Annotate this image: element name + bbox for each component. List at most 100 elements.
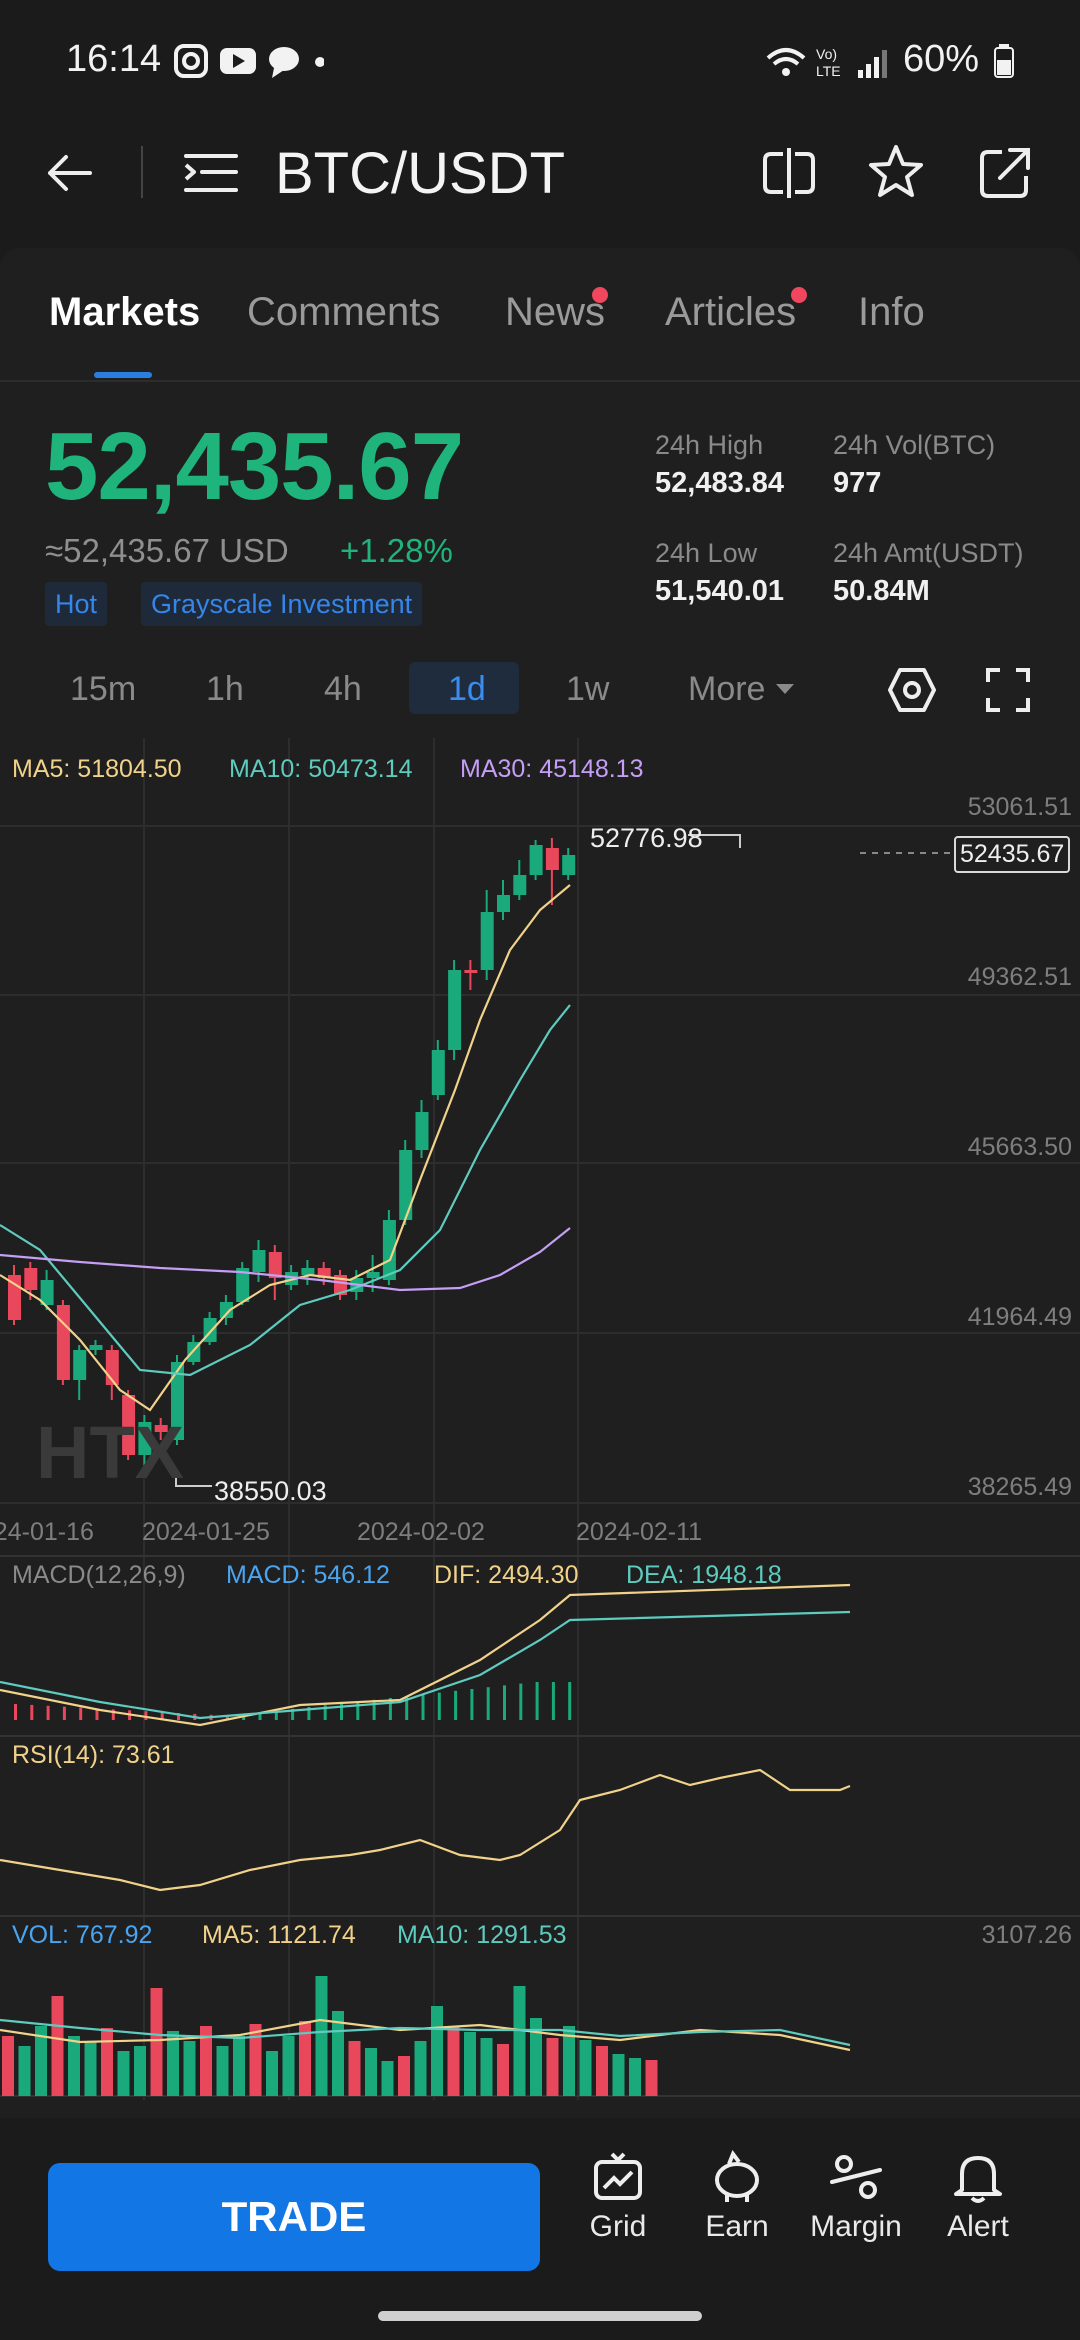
volume-bar <box>134 2046 146 2096</box>
volume-bar <box>365 2048 377 2096</box>
vol-value: VOL: 767.92 <box>12 1921 153 1949</box>
macd-title: MACD(12,26,9) <box>12 1561 186 1589</box>
y-tick-2: 49362.51 <box>967 963 1072 991</box>
interval-more[interactable]: More <box>688 670 766 708</box>
volume-bar <box>629 2058 641 2096</box>
notification-icons <box>174 44 324 78</box>
interval-4h[interactable]: 4h <box>324 670 362 708</box>
rsi-line <box>0 1768 851 1892</box>
candle-body <box>40 1280 54 1305</box>
candle-body <box>399 1150 413 1220</box>
volume-bar <box>51 1996 64 2096</box>
macd-panel <box>0 1583 851 1727</box>
macd-bar <box>470 1689 474 1720</box>
stat-vol-value: 977 <box>833 467 882 499</box>
candle-body <box>171 1362 184 1440</box>
volume-bar <box>299 2021 311 2096</box>
ma10-line <box>0 1004 571 1377</box>
macd-bar <box>46 1705 50 1720</box>
stat-vol-label: 24h Vol(BTC) <box>833 430 996 460</box>
candles <box>8 838 576 1465</box>
rsi-value: RSI(14): 73.61 <box>12 1741 175 1769</box>
volume-bar <box>546 2038 559 2096</box>
candle-body <box>497 895 510 912</box>
macd-bar <box>454 1690 458 1720</box>
interval-15m[interactable]: 15m <box>70 670 137 708</box>
vol-ma10-value: MA10: 1291.53 <box>397 1921 567 1949</box>
articles-unread-dot <box>791 287 807 303</box>
volume-bar <box>101 2028 113 2096</box>
battery-percent: 60% <box>903 38 980 80</box>
ma10-label: MA10: 50473.14 <box>229 755 413 783</box>
macd-bar <box>356 1701 360 1720</box>
tag-hot[interactable]: Hot <box>45 582 108 626</box>
interval-1d[interactable]: 1d <box>448 670 486 708</box>
candle-body <box>415 1112 429 1150</box>
interval-1w[interactable]: 1w <box>566 670 610 708</box>
candle-body <box>89 1345 103 1350</box>
volume-bar <box>414 2041 427 2096</box>
candle-body <box>480 912 494 970</box>
ma30-line <box>0 1227 571 1292</box>
share-icon[interactable] <box>978 146 1032 200</box>
macd-bar <box>340 1703 343 1720</box>
vol-ma10-line <box>0 2018 851 2047</box>
network-icons: Vo) LTE <box>766 46 887 79</box>
macd-bar <box>258 1712 262 1720</box>
fullscreen-icon[interactable] <box>986 668 1030 712</box>
bell-icon <box>954 2156 1002 2203</box>
volume-panel <box>0 1976 851 2096</box>
max-price-label: 52776.98 <box>590 823 703 853</box>
macd-bar <box>62 1706 66 1720</box>
grid-button[interactable]: Grid <box>558 2150 678 2244</box>
macd-bar <box>307 1707 311 1720</box>
volume-bar <box>68 2036 80 2096</box>
pair-menu-icon[interactable] <box>184 152 238 196</box>
alert-label: Alert <box>947 2210 1009 2243</box>
volume-bar <box>183 2041 196 2096</box>
macd-bar <box>372 1699 376 1720</box>
x-tick-1: 2024-01-16 <box>0 1518 94 1546</box>
vol-max-label: 3107.26 <box>981 1921 1072 1949</box>
home-indicator[interactable] <box>378 2311 702 2321</box>
candlestick-chart[interactable] <box>0 738 1080 2100</box>
macd-bar <box>79 1707 83 1720</box>
volume-bar <box>18 2046 31 2096</box>
macd-bar <box>291 1708 295 1720</box>
status-bar: 16:14 Vo) LTE 60% <box>0 0 1080 125</box>
stat-low-label: 24h Low <box>655 538 758 568</box>
margin-button[interactable]: Margin <box>796 2150 916 2244</box>
volume-bar <box>464 2032 476 2096</box>
macd-bar <box>421 1694 425 1720</box>
y-tick-5: 38265.49 <box>967 1473 1072 1501</box>
candle-body <box>317 1268 331 1278</box>
tab-markets[interactable]: Markets <box>49 290 201 334</box>
back-arrow-icon[interactable] <box>44 148 94 198</box>
volume-bar <box>35 2026 47 2096</box>
tag-grayscale[interactable]: Grayscale Investment <box>141 582 423 626</box>
tab-info[interactable]: Info <box>858 290 925 334</box>
interval-1h[interactable]: 1h <box>206 670 244 708</box>
volume-bar <box>348 2041 361 2096</box>
pair-title[interactable]: BTC/USDT <box>275 141 565 206</box>
tab-comments[interactable]: Comments <box>247 290 441 334</box>
macd-bar <box>503 1685 506 1720</box>
earn-button[interactable]: Earn <box>677 2150 797 2244</box>
tab-articles[interactable]: Articles <box>665 290 797 334</box>
rsi-panel <box>0 1768 851 1892</box>
alert-button[interactable]: Alert <box>918 2150 1038 2244</box>
tab-news[interactable]: News <box>505 290 606 334</box>
split-view-icon[interactable] <box>761 146 817 200</box>
candle-body <box>252 1250 266 1272</box>
macd-bar <box>177 1713 180 1720</box>
dif-value: DIF: 2494.30 <box>434 1561 579 1589</box>
piggy-bank-icon <box>715 2150 759 2202</box>
usd-price: ≈52,435.67 USD <box>45 532 289 569</box>
content-sheet <box>0 248 1080 2118</box>
chart-settings-icon[interactable] <box>888 666 936 714</box>
margin-label: Margin <box>810 2210 902 2243</box>
favorite-star-icon[interactable] <box>868 144 924 198</box>
candle-body <box>464 970 478 973</box>
trade-button[interactable]: TRADE <box>48 2163 540 2271</box>
macd-value: MACD: 546.12 <box>226 1561 390 1589</box>
